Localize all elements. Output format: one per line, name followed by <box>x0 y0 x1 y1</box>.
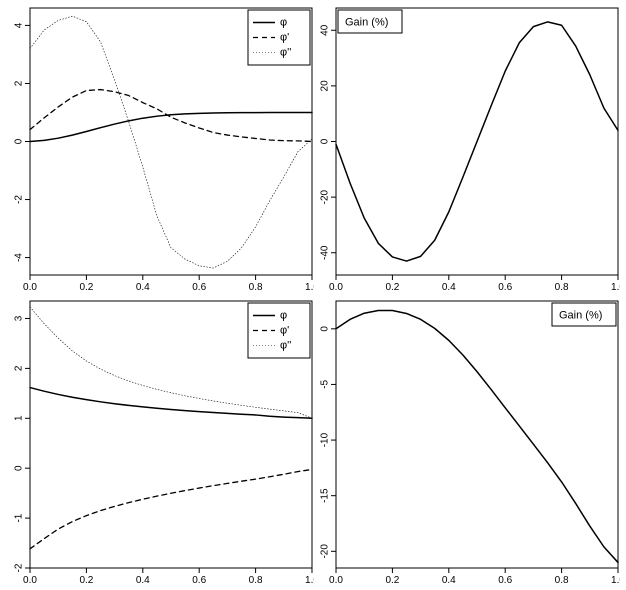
x-tick-label: 1.0 <box>611 282 620 293</box>
y-tick-label-group: 0 <box>14 465 25 471</box>
x-tick-label: 0.4 <box>442 575 456 586</box>
x-tick-label: 0.6 <box>192 282 206 293</box>
y-tick-label-group: 40 <box>320 24 331 36</box>
x-tick-label: 0.6 <box>498 575 512 586</box>
svg-text:4: 4 <box>14 22 25 28</box>
svg-text:0: 0 <box>14 138 25 144</box>
svg-text:3: 3 <box>14 315 25 321</box>
y-tick-label-group: -4 <box>14 253 25 262</box>
y-tick-label-group: 20 <box>320 80 331 92</box>
x-tick-label: 0.6 <box>498 282 512 293</box>
svg-text:1: 1 <box>14 415 25 421</box>
y-tick-label-group: -5 <box>320 380 331 389</box>
x-tick-label: 0.6 <box>192 575 206 586</box>
svg-text:-40: -40 <box>320 245 331 260</box>
svg-text:2: 2 <box>14 365 25 371</box>
y-tick-label-group: 4 <box>14 22 25 28</box>
legend-label: φ' <box>280 325 289 337</box>
panel-bottom-right: 0.00.20.40.60.81.0-20-15-10-50Gain (%) <box>336 301 618 568</box>
x-tick-label: 0.8 <box>555 282 569 293</box>
x-tick-label: 0.4 <box>442 282 456 293</box>
y-tick-label-group: -2 <box>14 563 25 572</box>
legend: φ φ' φ'' <box>248 303 310 358</box>
panel-bottom-left: 0.00.20.40.60.81.0-2-10123φφ'φ'' <box>30 301 312 568</box>
y-tick-label-group: 0 <box>320 138 331 144</box>
y-tick-label-group: -40 <box>320 245 331 260</box>
svg-text:-20: -20 <box>320 189 331 204</box>
chart-grid: 0.00.20.40.60.81.0-4-2024φφ'φ'' 0.00.20.… <box>0 0 626 590</box>
legend: Gain (%) <box>552 303 616 326</box>
svg-text:-1: -1 <box>14 513 25 522</box>
y-tick-label-group: 0 <box>14 138 25 144</box>
svg-text:-15: -15 <box>320 488 331 503</box>
svg-text:-2: -2 <box>14 195 25 204</box>
legend: Gain (%) <box>338 10 402 33</box>
svg-text:-2: -2 <box>14 563 25 572</box>
legend-label: φ <box>280 17 287 29</box>
svg-text:0: 0 <box>320 326 331 332</box>
y-tick-label-group: 2 <box>14 365 25 371</box>
svg-text:-5: -5 <box>320 380 331 389</box>
x-tick-label: 0.2 <box>385 282 399 293</box>
svg-text:0: 0 <box>14 465 25 471</box>
x-tick-label: 1.0 <box>611 575 620 586</box>
svg-text:-20: -20 <box>320 544 331 559</box>
svg-text:20: 20 <box>320 80 331 92</box>
x-tick-label: 0.4 <box>136 282 150 293</box>
x-tick-label: 0.0 <box>329 575 343 586</box>
legend-label: Gain (%) <box>345 17 388 29</box>
legend-label: φ'' <box>280 340 291 352</box>
panel-top-left: 0.00.20.40.60.81.0-4-2024φφ'φ'' <box>30 8 312 275</box>
x-tick-label: 0.0 <box>23 282 37 293</box>
y-tick-label-group: -20 <box>320 189 331 204</box>
x-tick-label: 0.0 <box>23 575 37 586</box>
svg-text:40: 40 <box>320 24 331 36</box>
x-tick-label: 0.8 <box>555 575 569 586</box>
y-tick-label-group: -1 <box>14 513 25 522</box>
panel-top-right: 0.00.20.40.60.81.0-40-2002040Gain (%) <box>336 8 618 275</box>
y-tick-label-group: -15 <box>320 488 331 503</box>
svg-text:-10: -10 <box>320 432 331 447</box>
legend-label: φ' <box>280 32 289 44</box>
svg-text:0: 0 <box>320 138 331 144</box>
x-tick-label: 0.4 <box>136 575 150 586</box>
legend-label: φ'' <box>280 47 291 59</box>
y-tick-label-group: -10 <box>320 432 331 447</box>
y-tick-label-group: 2 <box>14 80 25 86</box>
svg-text:-4: -4 <box>14 253 25 262</box>
y-tick-label-group: -20 <box>320 544 331 559</box>
legend-label: Gain (%) <box>559 310 602 322</box>
x-tick-label: 0.0 <box>329 282 343 293</box>
y-tick-label-group: 3 <box>14 315 25 321</box>
panel-frame <box>336 301 618 568</box>
x-tick-label: 0.8 <box>249 282 263 293</box>
y-tick-label-group: -2 <box>14 195 25 204</box>
svg-text:2: 2 <box>14 80 25 86</box>
y-tick-label-group: 0 <box>320 326 331 332</box>
x-tick-label: 0.8 <box>249 575 263 586</box>
legend: φ φ' φ'' <box>248 10 310 65</box>
legend-label: φ <box>280 310 287 322</box>
y-tick-label-group: 1 <box>14 415 25 421</box>
x-tick-label: 0.2 <box>79 575 93 586</box>
x-tick-label: 0.2 <box>79 282 93 293</box>
x-tick-label: 0.2 <box>385 575 399 586</box>
